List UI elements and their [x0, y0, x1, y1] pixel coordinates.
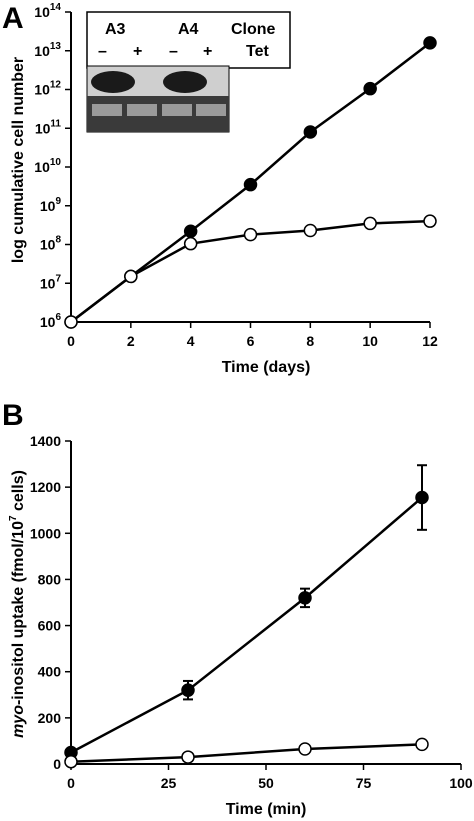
panel-b-series-1-line: [70, 743, 423, 763]
panel-b-ytick-label: 400: [38, 664, 62, 680]
blot-band-a3-minus: [91, 71, 135, 93]
panel-a-xtick-label: 12: [422, 333, 438, 349]
panel-b-ytick-label: 800: [38, 571, 62, 587]
panel-b-ylabel-sup: 7: [8, 515, 19, 521]
panel-a-xtick-label: 8: [306, 333, 314, 349]
panel-b-xtick-label: 0: [67, 775, 75, 791]
panel-a-letter: A: [2, 2, 24, 35]
panel-b-letter: B: [2, 399, 24, 432]
panel-a-series-1-point: [124, 269, 138, 284]
panel-b-ytick-label: 1200: [30, 479, 61, 495]
panel-b-series-1-point: [298, 742, 312, 756]
inset-clone-a4: A4: [178, 21, 199, 38]
panel-a-series-0-point: [363, 81, 377, 96]
panel-b-series-1-point: [64, 754, 78, 769]
inset-label-box: [86, 11, 291, 69]
blot-lane-1: [92, 104, 122, 116]
panel-b-series-1-point: [181, 750, 195, 764]
blot-lane-4: [196, 104, 226, 116]
panel-b-lines: [70, 496, 423, 763]
panel-b-ylabel-italic: myo: [10, 705, 27, 738]
panel-a-series-0-point: [303, 125, 318, 139]
panel-a-xtick-label: 4: [187, 333, 195, 349]
panel-a-ytick-label: 1012: [34, 80, 61, 98]
inset-tet-mark-3: –: [169, 43, 178, 60]
northern-blot-inset: A3 A4 Clone – + – + Tet: [86, 11, 291, 133]
blot-lane-2: [127, 104, 157, 116]
panel-b-xtick-label: 75: [356, 775, 372, 791]
panel-b-ytick-label: 1000: [30, 525, 61, 541]
panel-b-ytick-label: 1400: [30, 433, 61, 449]
panel-b-xtick-label: 100: [449, 775, 473, 791]
inset-tet-mark-2: +: [133, 43, 142, 60]
panel-a-xtick-label: 6: [247, 333, 255, 349]
panel-b-ytick-label: 200: [38, 710, 62, 726]
panel-a-ytick-label: 109: [40, 196, 62, 214]
panel-b-axes: [70, 441, 461, 765]
panel-a-ytick-label: 108: [40, 235, 62, 253]
inset-tet-mark-4: +: [203, 43, 212, 60]
panel-a-series-1-point: [363, 216, 377, 231]
panel-a-series-1-point: [64, 315, 78, 329]
panel-b-ylabel: myo-inositol uptake (fmol/107 cells): [8, 470, 27, 738]
panel-b-series-0-point: [415, 490, 429, 505]
panel-b-points: [64, 490, 429, 769]
panel-b-xtick-label: 25: [161, 775, 177, 791]
panel-a-ylabel: log cumulative cell number: [10, 57, 27, 263]
panel-a: A log cumulative cell number Time (days)…: [2, 2, 438, 376]
inset-clone-a3: A3: [105, 21, 126, 38]
panel-a-ticks: 0 2 4 6 8 10 121061071081091010101110121013101…: [34, 2, 438, 349]
panel-b-ylabel-end: cells): [10, 470, 27, 515]
panel-a-xtick-label: 10: [362, 333, 378, 349]
inset-clone-label: Clone: [231, 21, 276, 38]
blot-lane-3: [162, 104, 192, 116]
panel-a-xtick-label: 2: [127, 333, 135, 349]
panel-a-ytick-label: 1010: [34, 157, 61, 175]
panel-a-series-0-point: [183, 224, 198, 238]
panel-b-xlabel: Time (min): [226, 801, 307, 818]
blot-band-a4-minus: [163, 71, 207, 93]
panel-b-ylabel-main: -inositol uptake (fmol/10: [10, 521, 27, 705]
panel-b-series-0-line: [70, 496, 423, 754]
panel-b: B myo-inositol uptake (fmol/107 cells) T…: [2, 399, 473, 818]
panel-b-series-1-point: [415, 737, 429, 752]
panel-b-xtick-label: 50: [258, 775, 274, 791]
panel-a-series-0-point: [423, 36, 437, 50]
panel-a-series-1-point: [243, 227, 258, 242]
panel-b-ytick-label: 0: [53, 756, 61, 772]
panel-a-series-1-point: [423, 214, 437, 228]
panel-a-xtick-label: 0: [67, 333, 75, 349]
panel-a-series-1-point: [183, 236, 198, 251]
panel-a-ytick-label: 106: [40, 312, 62, 330]
panel-a-series-0-point: [243, 177, 258, 192]
inset-tet-mark-1: –: [98, 43, 107, 60]
panel-a-ytick-label: 1011: [35, 118, 62, 136]
panel-b-series-0-point: [298, 591, 312, 605]
panel-a-xlabel: Time (days): [222, 359, 311, 376]
panel-a-ytick-label: 1013: [34, 41, 61, 59]
panel-a-ytick-label: 107: [40, 273, 62, 291]
inset-tet-label: Tet: [246, 43, 269, 60]
panel-a-points: [64, 36, 437, 329]
panel-a-series-1-point: [303, 223, 318, 238]
panel-a-ytick-label: 1014: [34, 2, 61, 20]
panel-b-ytick-label: 600: [38, 618, 62, 634]
panel-b-series-0-point: [181, 683, 195, 697]
